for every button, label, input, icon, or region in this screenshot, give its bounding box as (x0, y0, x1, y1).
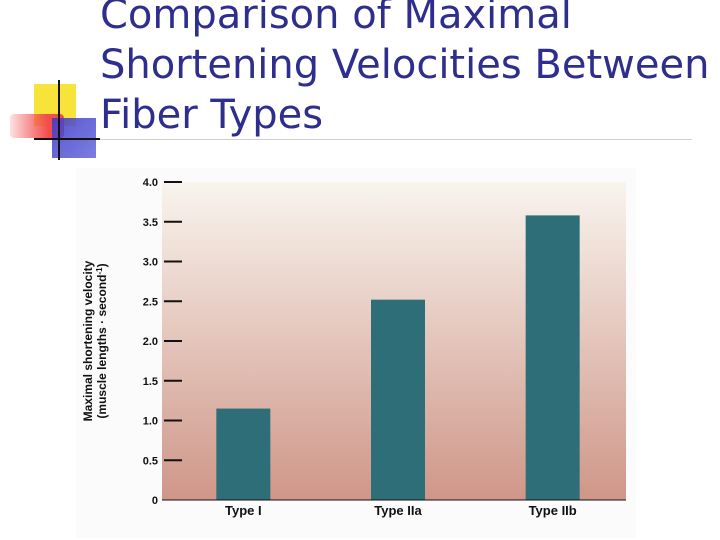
y-tick-label: 1.0 (143, 416, 158, 428)
decor-vertical-line (58, 80, 60, 160)
bars (216, 215, 580, 500)
y-tick-label: 3.5 (143, 217, 158, 229)
slide-title: Comparison of Maximal Shortening Velocit… (100, 0, 710, 138)
y-tick-label: 0 (152, 495, 158, 507)
bar-type-iia (371, 299, 425, 500)
title-underline (100, 139, 692, 140)
y-axis-title-superscript: -1 (95, 267, 104, 275)
chart-frame: Maximal shortening velocity (muscle leng… (76, 168, 636, 538)
y-tick-label: 2.5 (143, 296, 158, 308)
y-axis-title: Maximal shortening velocity (muscle leng… (81, 260, 109, 421)
y-tick-label: 0.5 (143, 455, 158, 467)
y-tick-label: 4.0 (143, 177, 158, 189)
bar-chart: Maximal shortening velocity (muscle leng… (81, 177, 626, 518)
bar-type-i (216, 408, 271, 500)
y-axis-title-line1: Maximal shortening velocity (81, 260, 95, 421)
category-labels: Type I Type IIa Type IIb (225, 503, 577, 518)
x-category-label: Type IIa (374, 503, 422, 518)
decor-horizontal-line (34, 138, 100, 140)
y-tick-label: 1.5 (143, 376, 158, 388)
x-category-label: Type I (225, 503, 262, 518)
y-tick-label: 3.0 (143, 257, 158, 269)
y-axis-title-close: ) (95, 263, 109, 267)
x-category-label: Type IIb (529, 503, 577, 518)
bar-type-iib (525, 215, 580, 500)
y-ticks: 0 0.5 1.0 1.5 2.0 2.5 3.0 3.5 4.0 (143, 177, 182, 507)
y-tick-label: 2.0 (143, 336, 158, 348)
y-axis-title-line2-text: (muscle lengths · second (95, 275, 109, 419)
y-axis-title-line2: (muscle lengths · second-1) (95, 263, 109, 418)
